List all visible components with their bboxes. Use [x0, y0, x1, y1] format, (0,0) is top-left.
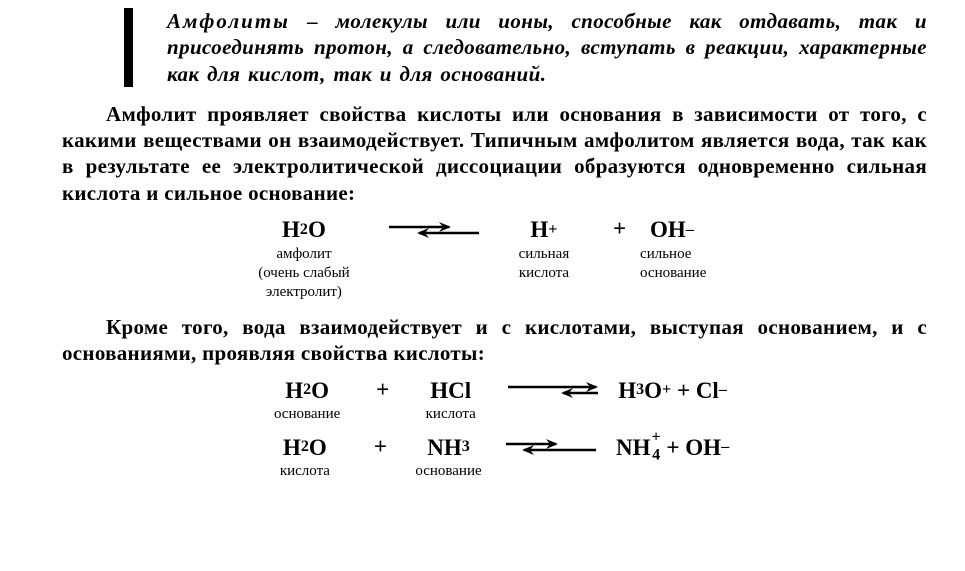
- equation-2: H2O основание + HCl кислота H3O+ + Cl–: [62, 376, 927, 423]
- definition-text: Амфолиты – молекулы или ионы, способные …: [167, 8, 927, 87]
- eq3-equilibrium-arrow-icon: [496, 433, 606, 461]
- paragraph-1: Амфолит проявляет свойства кислоты или о…: [62, 101, 927, 206]
- eq1-equilibrium-arrow-icon: [379, 216, 489, 244]
- eq1-h2o-label-1: амфолит: [276, 246, 331, 263]
- eq2-plus-1: +: [362, 376, 403, 404]
- eq1-ohminus: OH–: [640, 216, 704, 244]
- eq1-hplus-label-1: сильная: [519, 246, 570, 263]
- eq1-hplus-label-2: кислота: [519, 265, 569, 282]
- eq1-oh-label-2: основание: [640, 265, 706, 282]
- eq2-products: H3O+ + Cl–: [608, 376, 737, 404]
- eq2-equilibrium-arrow-icon: [498, 376, 608, 404]
- equation-1: H2O амфолит (очень слабый электролит) H+…: [62, 216, 927, 302]
- eq3-nh3: NH3: [417, 433, 480, 461]
- paragraph-2: Кроме того, вода взаимодействует и с кис…: [62, 314, 927, 367]
- eq1-h2o-label-2: (очень слабый: [258, 265, 349, 282]
- definition-term: Амфолиты: [167, 9, 290, 33]
- eq2-h2o-label: основание: [274, 406, 340, 423]
- equation-3: H2O кислота + NH3 основание NH+4 + OH–: [62, 433, 927, 480]
- eq3-nh3-label: основание: [415, 463, 481, 480]
- eq1-plus: +: [599, 216, 640, 244]
- eq1-hplus: H+: [520, 216, 567, 244]
- eq3-h2o-label: кислота: [280, 463, 330, 480]
- eq2-h2o: H2O: [275, 376, 339, 404]
- eq2-hcl-label: кислота: [426, 406, 476, 423]
- eq1-oh-label-1: сильное: [640, 246, 691, 263]
- eq3-plus-1: +: [360, 433, 401, 461]
- definition-block: Амфолиты – молекулы или ионы, способные …: [124, 8, 927, 87]
- eq3-h2o: H2O: [273, 433, 337, 461]
- eq2-hcl: HCl: [420, 376, 481, 404]
- eq3-products: NH+4 + OH–: [606, 433, 739, 461]
- eq1-h2o-label-3: электролит): [266, 284, 342, 301]
- eq1-h2o: H2O: [272, 216, 336, 244]
